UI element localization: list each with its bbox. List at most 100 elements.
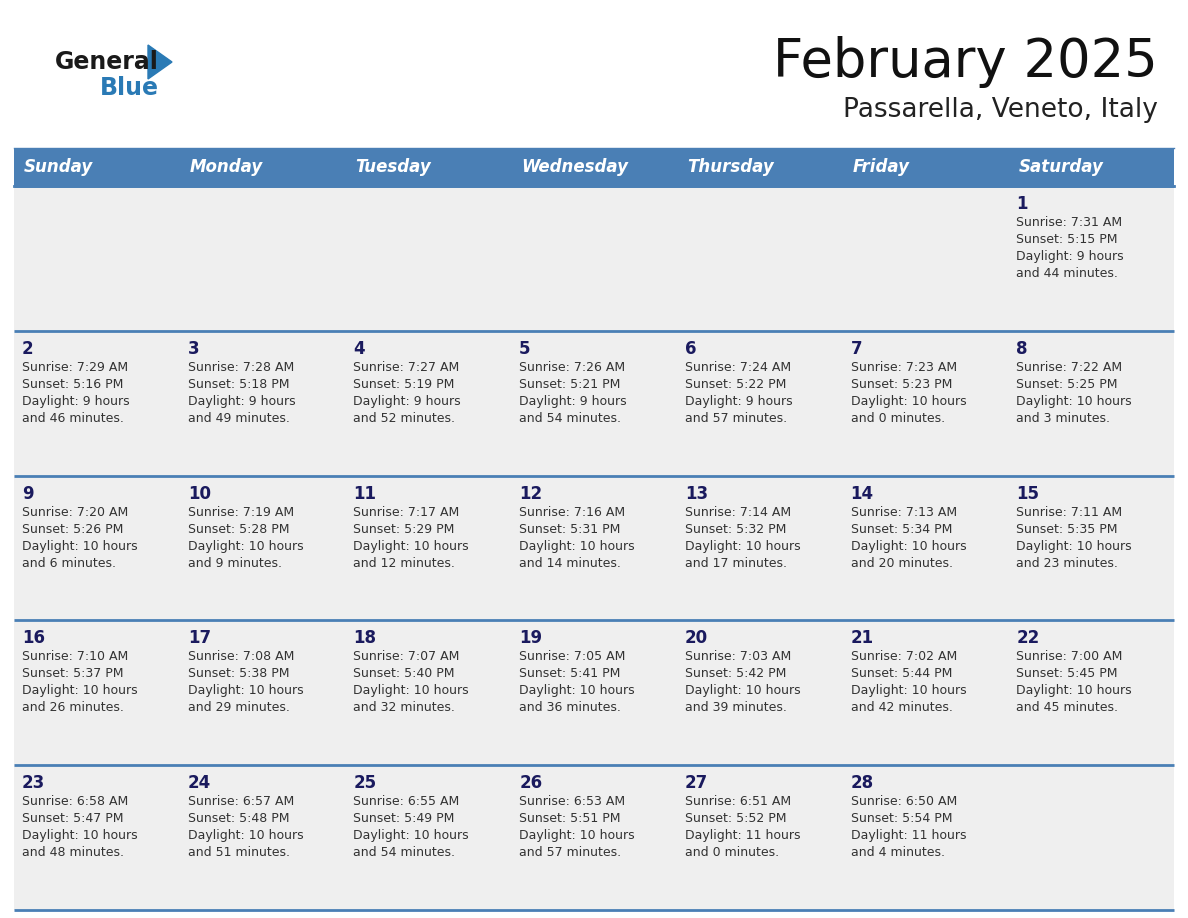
Text: 5: 5 xyxy=(519,340,531,358)
Text: Daylight: 10 hours: Daylight: 10 hours xyxy=(684,685,801,698)
Text: Daylight: 10 hours: Daylight: 10 hours xyxy=(851,685,966,698)
Text: 20: 20 xyxy=(684,630,708,647)
Text: 1: 1 xyxy=(1016,195,1028,213)
Text: Blue: Blue xyxy=(100,76,159,100)
Text: and 49 minutes.: and 49 minutes. xyxy=(188,412,290,425)
Text: 6: 6 xyxy=(684,340,696,358)
Text: Sunrise: 7:23 AM: Sunrise: 7:23 AM xyxy=(851,361,956,374)
Text: Sunrise: 7:07 AM: Sunrise: 7:07 AM xyxy=(353,650,460,664)
Text: Sunset: 5:25 PM: Sunset: 5:25 PM xyxy=(1016,378,1118,391)
Text: and 17 minutes.: and 17 minutes. xyxy=(684,556,786,569)
Text: 3: 3 xyxy=(188,340,200,358)
Text: Passarella, Veneto, Italy: Passarella, Veneto, Italy xyxy=(843,97,1158,123)
Text: Sunrise: 7:13 AM: Sunrise: 7:13 AM xyxy=(851,506,956,519)
Text: and 32 minutes.: and 32 minutes. xyxy=(353,701,455,714)
Text: and 45 minutes.: and 45 minutes. xyxy=(1016,701,1118,714)
Text: Sunrise: 7:05 AM: Sunrise: 7:05 AM xyxy=(519,650,626,664)
Text: 22: 22 xyxy=(1016,630,1040,647)
Text: Sunrise: 7:02 AM: Sunrise: 7:02 AM xyxy=(851,650,956,664)
Text: 26: 26 xyxy=(519,774,542,792)
Text: and 42 minutes.: and 42 minutes. xyxy=(851,701,953,714)
Text: 2: 2 xyxy=(23,340,33,358)
Text: Sunset: 5:35 PM: Sunset: 5:35 PM xyxy=(1016,522,1118,535)
Text: Sunrise: 7:27 AM: Sunrise: 7:27 AM xyxy=(353,361,460,374)
Text: Daylight: 9 hours: Daylight: 9 hours xyxy=(188,395,296,408)
Text: and 44 minutes.: and 44 minutes. xyxy=(1016,267,1118,280)
Text: 25: 25 xyxy=(353,774,377,792)
Text: Daylight: 10 hours: Daylight: 10 hours xyxy=(23,829,138,842)
Text: and 54 minutes.: and 54 minutes. xyxy=(353,846,455,859)
Text: Daylight: 10 hours: Daylight: 10 hours xyxy=(519,829,634,842)
Text: Daylight: 10 hours: Daylight: 10 hours xyxy=(188,685,303,698)
Text: 19: 19 xyxy=(519,630,542,647)
Text: Sunset: 5:18 PM: Sunset: 5:18 PM xyxy=(188,378,289,391)
Text: Daylight: 10 hours: Daylight: 10 hours xyxy=(188,829,303,842)
Polygon shape xyxy=(148,45,172,79)
Text: 27: 27 xyxy=(684,774,708,792)
Text: and 23 minutes.: and 23 minutes. xyxy=(1016,556,1118,569)
Text: Sunset: 5:26 PM: Sunset: 5:26 PM xyxy=(23,522,124,535)
Text: and 46 minutes.: and 46 minutes. xyxy=(23,412,124,425)
Bar xyxy=(14,186,1174,330)
Text: 12: 12 xyxy=(519,485,542,502)
Text: 17: 17 xyxy=(188,630,210,647)
Text: and 0 minutes.: and 0 minutes. xyxy=(684,846,779,859)
Text: and 57 minutes.: and 57 minutes. xyxy=(519,846,621,859)
Bar xyxy=(14,621,1174,766)
Text: Daylight: 10 hours: Daylight: 10 hours xyxy=(353,685,469,698)
Text: Sunset: 5:45 PM: Sunset: 5:45 PM xyxy=(1016,667,1118,680)
Text: Sunset: 5:22 PM: Sunset: 5:22 PM xyxy=(684,378,786,391)
Text: and 57 minutes.: and 57 minutes. xyxy=(684,412,786,425)
Text: Wednesday: Wednesday xyxy=(522,158,628,176)
Text: and 51 minutes.: and 51 minutes. xyxy=(188,846,290,859)
Text: and 0 minutes.: and 0 minutes. xyxy=(851,412,944,425)
Text: Sunset: 5:34 PM: Sunset: 5:34 PM xyxy=(851,522,952,535)
Bar xyxy=(14,476,1174,621)
Text: 24: 24 xyxy=(188,774,211,792)
Text: Daylight: 10 hours: Daylight: 10 hours xyxy=(23,540,138,553)
Text: and 12 minutes.: and 12 minutes. xyxy=(353,556,455,569)
Text: Sunrise: 7:24 AM: Sunrise: 7:24 AM xyxy=(684,361,791,374)
Text: 18: 18 xyxy=(353,630,377,647)
Text: 14: 14 xyxy=(851,485,873,502)
Text: Sunset: 5:42 PM: Sunset: 5:42 PM xyxy=(684,667,786,680)
Text: Sunset: 5:40 PM: Sunset: 5:40 PM xyxy=(353,667,455,680)
Text: Sunset: 5:41 PM: Sunset: 5:41 PM xyxy=(519,667,620,680)
Text: Daylight: 10 hours: Daylight: 10 hours xyxy=(23,685,138,698)
Text: 10: 10 xyxy=(188,485,210,502)
Text: Daylight: 10 hours: Daylight: 10 hours xyxy=(353,829,469,842)
Text: Daylight: 10 hours: Daylight: 10 hours xyxy=(353,540,469,553)
Text: Sunrise: 7:08 AM: Sunrise: 7:08 AM xyxy=(188,650,295,664)
Text: Sunrise: 7:16 AM: Sunrise: 7:16 AM xyxy=(519,506,625,519)
Text: Daylight: 11 hours: Daylight: 11 hours xyxy=(684,829,801,842)
Text: Sunrise: 7:26 AM: Sunrise: 7:26 AM xyxy=(519,361,625,374)
Text: Sunset: 5:49 PM: Sunset: 5:49 PM xyxy=(353,812,455,825)
Text: and 6 minutes.: and 6 minutes. xyxy=(23,556,116,569)
Text: 7: 7 xyxy=(851,340,862,358)
Bar xyxy=(14,330,1174,476)
Text: Daylight: 10 hours: Daylight: 10 hours xyxy=(851,540,966,553)
Text: Sunrise: 7:20 AM: Sunrise: 7:20 AM xyxy=(23,506,128,519)
Text: Sunrise: 6:53 AM: Sunrise: 6:53 AM xyxy=(519,795,625,808)
Text: Sunset: 5:47 PM: Sunset: 5:47 PM xyxy=(23,812,124,825)
Text: Sunset: 5:38 PM: Sunset: 5:38 PM xyxy=(188,667,289,680)
Text: and 39 minutes.: and 39 minutes. xyxy=(684,701,786,714)
Text: Daylight: 9 hours: Daylight: 9 hours xyxy=(1016,250,1124,263)
Text: 8: 8 xyxy=(1016,340,1028,358)
Text: Sunrise: 7:10 AM: Sunrise: 7:10 AM xyxy=(23,650,128,664)
Text: Sunset: 5:37 PM: Sunset: 5:37 PM xyxy=(23,667,124,680)
Bar xyxy=(14,766,1174,910)
Text: and 52 minutes.: and 52 minutes. xyxy=(353,412,455,425)
Text: Sunrise: 6:50 AM: Sunrise: 6:50 AM xyxy=(851,795,956,808)
Text: Sunrise: 7:29 AM: Sunrise: 7:29 AM xyxy=(23,361,128,374)
Text: 11: 11 xyxy=(353,485,377,502)
Text: 23: 23 xyxy=(23,774,45,792)
Text: Tuesday: Tuesday xyxy=(355,158,431,176)
Text: 28: 28 xyxy=(851,774,873,792)
Text: Sunset: 5:48 PM: Sunset: 5:48 PM xyxy=(188,812,289,825)
Text: Sunrise: 7:17 AM: Sunrise: 7:17 AM xyxy=(353,506,460,519)
Text: and 14 minutes.: and 14 minutes. xyxy=(519,556,621,569)
Text: Sunset: 5:15 PM: Sunset: 5:15 PM xyxy=(1016,233,1118,246)
Text: and 29 minutes.: and 29 minutes. xyxy=(188,701,290,714)
Text: Thursday: Thursday xyxy=(687,158,773,176)
